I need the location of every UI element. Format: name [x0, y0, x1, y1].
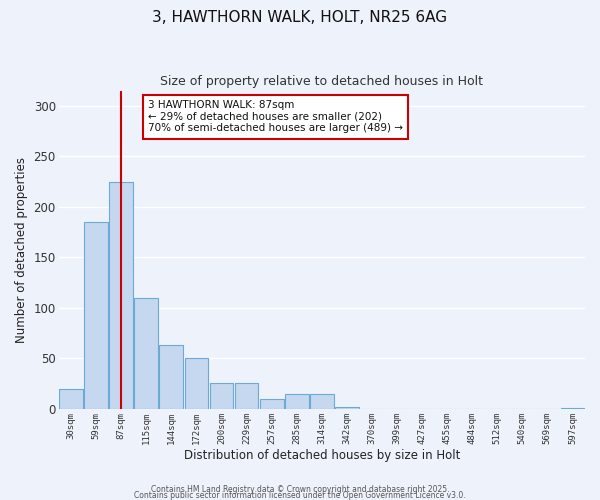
Text: 3, HAWTHORN WALK, HOLT, NR25 6AG: 3, HAWTHORN WALK, HOLT, NR25 6AG	[152, 10, 448, 25]
Bar	[109, 182, 133, 409]
Bar	[59, 388, 83, 409]
Bar	[260, 399, 284, 409]
Bar	[209, 382, 233, 409]
Y-axis label: Number of detached properties: Number of detached properties	[15, 156, 28, 342]
Bar	[310, 394, 334, 409]
Bar	[285, 394, 308, 409]
Bar	[235, 382, 259, 409]
Bar	[560, 408, 584, 409]
Bar	[185, 358, 208, 409]
Text: 3 HAWTHORN WALK: 87sqm
← 29% of detached houses are smaller (202)
70% of semi-de: 3 HAWTHORN WALK: 87sqm ← 29% of detached…	[148, 100, 403, 134]
Bar	[84, 222, 108, 409]
Text: Contains public sector information licensed under the Open Government Licence v3: Contains public sector information licen…	[134, 490, 466, 500]
Bar	[160, 345, 183, 409]
X-axis label: Distribution of detached houses by size in Holt: Distribution of detached houses by size …	[184, 450, 460, 462]
Text: Contains HM Land Registry data © Crown copyright and database right 2025.: Contains HM Land Registry data © Crown c…	[151, 484, 449, 494]
Bar	[335, 407, 359, 409]
Title: Size of property relative to detached houses in Holt: Size of property relative to detached ho…	[160, 75, 483, 88]
Bar	[134, 298, 158, 409]
